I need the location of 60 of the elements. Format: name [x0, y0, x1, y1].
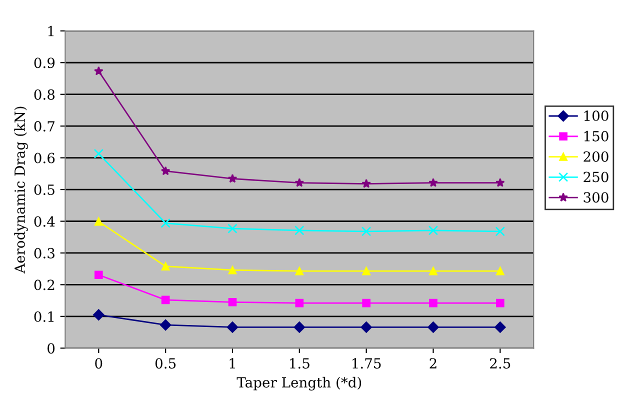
- point: [496, 266, 504, 276]
- x-axis-title: Taper Length (*d): [236, 376, 362, 390]
- point: [228, 266, 237, 274]
- point: [94, 66, 104, 76]
- point: [295, 266, 304, 276]
- point: [294, 322, 306, 333]
- y-tick-label: 0: [48, 343, 55, 354]
- point: [428, 178, 438, 187]
- point: [429, 298, 438, 308]
- x-tick-label: 1.5: [290, 358, 310, 369]
- point: [295, 298, 304, 308]
- point: [161, 262, 170, 270]
- point: [428, 226, 438, 236]
- x-tick-label: 1.75: [352, 358, 381, 369]
- point: [496, 178, 505, 187]
- legend-label: 100: [584, 110, 608, 122]
- point: [94, 217, 103, 226]
- y-tick-label: 0.7: [34, 121, 54, 132]
- y-axis-title: Aerodynamic Drag (kN): [14, 106, 28, 274]
- point: [160, 166, 170, 176]
- point: [160, 218, 170, 228]
- y-tick-label: 1: [48, 26, 54, 36]
- y-tick-label: 0.5: [34, 184, 54, 195]
- y-tick-label: 0.1: [34, 311, 54, 322]
- y-tick-label: 0.3: [34, 248, 54, 258]
- point: [228, 174, 238, 183]
- x-tick-label: 2: [430, 358, 436, 368]
- point: [361, 226, 372, 236]
- y-tick-label: 0.6: [34, 152, 55, 164]
- y-tick-label: 0.2: [34, 280, 54, 290]
- point: [362, 266, 370, 276]
- point: [93, 309, 104, 320]
- point: [362, 298, 370, 308]
- point: [160, 319, 172, 331]
- point: [360, 322, 372, 333]
- point: [228, 224, 238, 234]
- point: [161, 296, 170, 304]
- y-tick-label: 0.9: [34, 58, 55, 68]
- point: [94, 270, 103, 280]
- point: [226, 322, 238, 333]
- point: [294, 226, 304, 236]
- point: [428, 322, 439, 333]
- x-tick-label: 0: [95, 358, 102, 369]
- x-tick-label: 1: [230, 358, 235, 368]
- point: [429, 266, 438, 276]
- legend-label: 250: [584, 172, 608, 182]
- x-tick-label: 0.5: [155, 358, 176, 369]
- y-tick-label: 0.4: [34, 216, 55, 227]
- legend-label: 200: [584, 151, 608, 162]
- y-tick-label: 0.8: [34, 89, 55, 100]
- point: [494, 322, 506, 333]
- point: [228, 298, 237, 306]
- legend-label: 150: [584, 130, 608, 142]
- point: [362, 178, 371, 188]
- point: [94, 148, 104, 159]
- point: [495, 226, 506, 236]
- legend-label: 300: [584, 192, 608, 203]
- point: [496, 298, 504, 308]
- x-tick-label: 2.5: [490, 358, 510, 369]
- point: [294, 178, 304, 187]
